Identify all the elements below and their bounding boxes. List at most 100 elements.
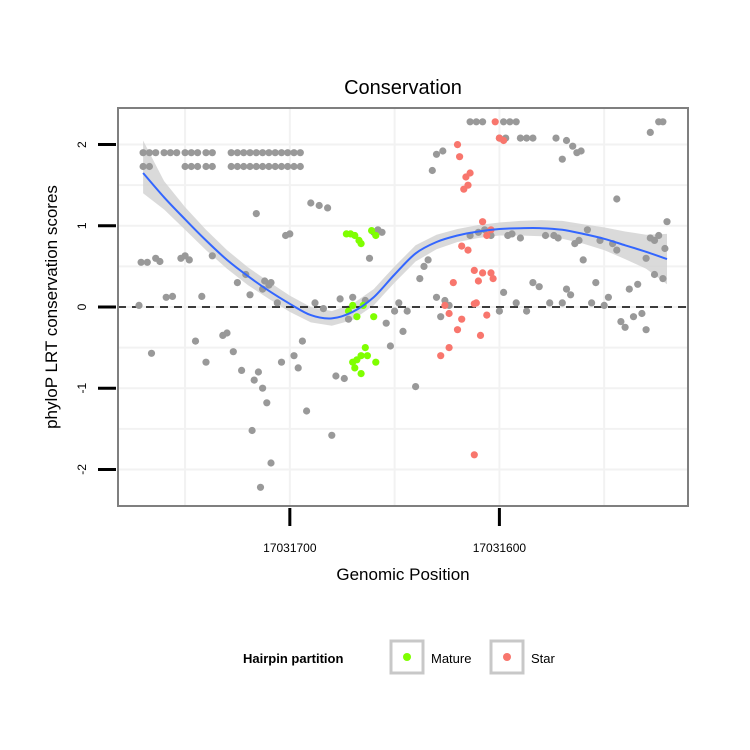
data-point-other xyxy=(252,149,260,157)
data-point-other xyxy=(535,283,543,291)
data-point-other xyxy=(604,293,613,301)
data-point-other xyxy=(208,162,216,171)
data-point-other xyxy=(437,313,445,321)
data-point-other xyxy=(277,162,286,171)
x-axis-title: Genomic Position xyxy=(336,565,469,584)
chart-title: Conservation xyxy=(344,77,462,99)
x-tick-label: 17031700 xyxy=(263,541,317,555)
data-point-other xyxy=(412,383,420,391)
data-point-other xyxy=(284,162,292,171)
data-point-other xyxy=(523,307,531,315)
data-point-other xyxy=(638,309,646,318)
data-point-other xyxy=(516,134,525,142)
data-point-other xyxy=(252,162,260,171)
y-tick-label: 1 xyxy=(75,222,89,229)
data-point-other xyxy=(294,364,302,372)
confidence-band xyxy=(143,140,668,326)
data-point-star xyxy=(474,277,482,285)
data-point-other xyxy=(592,279,600,287)
confidence-band-layer xyxy=(143,140,668,326)
data-point-other xyxy=(500,118,508,126)
data-point-star xyxy=(470,266,478,274)
data-point-other xyxy=(516,234,525,242)
data-point-other xyxy=(621,323,629,331)
y-tick-label: -1 xyxy=(75,383,89,394)
data-point-star xyxy=(458,242,466,250)
data-point-other xyxy=(233,162,241,171)
data-point-other xyxy=(238,366,246,374)
data-point-other xyxy=(365,254,374,262)
panel-border xyxy=(117,107,689,507)
smooth-curve-layer xyxy=(142,172,668,320)
data-point-other xyxy=(298,337,306,345)
data-point-other xyxy=(617,318,625,326)
legend-key-star xyxy=(489,639,525,675)
y-axis-title: phyloP LRT conservation scores xyxy=(42,185,61,429)
data-point-other xyxy=(152,149,160,157)
data-point-other xyxy=(575,236,583,244)
data-point-other xyxy=(546,299,554,307)
data-point-other xyxy=(583,226,592,234)
data-point-other xyxy=(139,149,147,157)
data-point-other xyxy=(267,459,275,467)
data-point-other xyxy=(265,162,273,171)
data-point-other xyxy=(344,315,353,323)
data-point-other xyxy=(254,368,262,376)
data-point-other xyxy=(250,376,258,384)
data-point-other xyxy=(395,299,403,307)
data-point-other xyxy=(223,329,231,337)
legend-entry-star: Star xyxy=(489,639,556,675)
data-point-other xyxy=(290,352,298,360)
data-point-star xyxy=(487,269,495,277)
data-point-star xyxy=(476,331,485,339)
data-point-other xyxy=(466,118,474,126)
data-point-other xyxy=(541,231,550,240)
data-point-star xyxy=(453,141,462,149)
data-point-other xyxy=(439,147,447,155)
data-point-other xyxy=(202,358,210,366)
data-point-mature xyxy=(368,227,376,235)
data-point-other xyxy=(261,277,269,285)
data-point-other xyxy=(233,149,241,157)
data-point-other xyxy=(629,313,638,321)
data-point-other xyxy=(145,149,153,157)
data-point-other xyxy=(290,162,298,171)
data-point-other xyxy=(259,149,267,157)
data-point-star xyxy=(489,275,497,283)
data-point-other xyxy=(296,162,304,171)
data-point-other xyxy=(139,162,147,171)
data-point-other xyxy=(256,483,265,491)
data-point-mature xyxy=(353,313,361,321)
data-point-other xyxy=(613,246,621,254)
data-point-other xyxy=(512,299,520,307)
data-point-other xyxy=(523,134,531,142)
legend-dot-star xyxy=(503,653,511,661)
data-point-other xyxy=(562,285,571,293)
data-point-star xyxy=(479,269,487,277)
data-point-mature xyxy=(357,370,365,378)
data-point-star xyxy=(500,136,508,145)
legend-label-mature: Mature xyxy=(431,651,471,666)
data-point-other xyxy=(382,319,390,327)
data-point-other xyxy=(650,236,659,244)
data-point-other xyxy=(328,431,336,439)
data-point-other xyxy=(194,149,202,157)
data-point-other xyxy=(307,199,315,207)
data-point-other xyxy=(315,201,323,210)
legend-label-star: Star xyxy=(531,651,556,666)
data-point-star xyxy=(470,451,478,459)
data-point-star xyxy=(466,169,474,177)
data-point-other xyxy=(198,292,206,300)
data-point-other xyxy=(508,230,516,238)
data-point-other xyxy=(273,299,281,307)
data-point-other xyxy=(319,305,327,313)
data-point-other xyxy=(259,162,267,171)
data-point-mature xyxy=(370,313,378,321)
data-point-other xyxy=(162,293,170,301)
data-point-other xyxy=(428,166,436,175)
data-point-other xyxy=(246,149,254,157)
data-point-other xyxy=(191,337,200,345)
data-point-other xyxy=(267,279,275,287)
data-point-other xyxy=(655,231,663,240)
